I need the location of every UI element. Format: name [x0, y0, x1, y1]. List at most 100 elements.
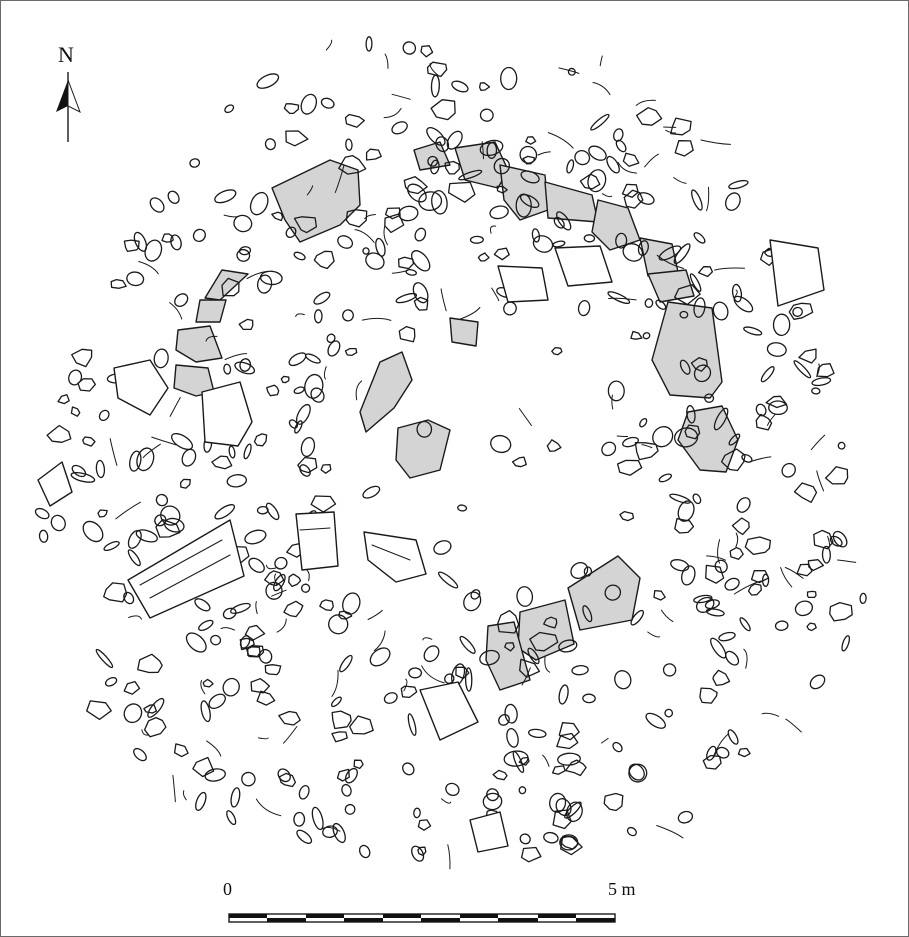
stone-outline	[256, 505, 269, 515]
orthostat-16	[449, 317, 479, 347]
stone-outline	[459, 635, 476, 654]
stone-outline	[344, 347, 358, 357]
stone-outline	[637, 192, 655, 205]
stone-edge	[491, 287, 500, 302]
stone-outline	[724, 577, 740, 591]
stone-edge	[115, 501, 141, 520]
stone-outline	[464, 667, 473, 692]
stone-outline	[520, 170, 540, 184]
stone-outline	[296, 829, 313, 844]
stone-outline	[684, 424, 701, 440]
stone-outline	[571, 665, 589, 676]
stone-outline	[704, 393, 715, 403]
stone-outline	[344, 803, 356, 815]
stone-outline	[705, 608, 725, 617]
slab-1	[127, 519, 245, 619]
stone-edge	[601, 193, 613, 198]
stone-outline	[342, 592, 361, 615]
stone-outline	[693, 297, 706, 318]
stone-outline	[123, 239, 140, 253]
stone-edge	[599, 55, 603, 67]
slab-5	[363, 531, 427, 583]
orthostat-group	[173, 141, 739, 691]
stone-outline	[418, 191, 443, 211]
stone-outline	[249, 191, 269, 216]
stone-outline	[582, 693, 596, 704]
stone-outline	[328, 614, 349, 635]
orthostat-13	[195, 299, 227, 323]
stone-outline	[365, 148, 382, 161]
stone-outline	[256, 73, 280, 89]
stone-outline	[300, 583, 311, 593]
slab-2	[113, 359, 169, 416]
stone-outline	[313, 250, 335, 270]
stone-edge	[784, 567, 804, 579]
stone-outline	[528, 728, 547, 739]
stone-outline	[469, 235, 484, 244]
stone-outline	[693, 594, 713, 604]
stone-outline	[565, 759, 587, 777]
stone-outline	[639, 417, 648, 428]
stone-outline	[445, 782, 460, 797]
stone-outline	[731, 283, 743, 303]
orthostat-9	[651, 301, 723, 399]
stone-edge	[611, 394, 614, 410]
stone-outline	[189, 158, 201, 168]
stone-outline	[658, 473, 672, 483]
stone-outline	[426, 61, 448, 78]
stone-outline	[244, 529, 267, 545]
stone-edge	[220, 627, 235, 631]
stone-edge	[128, 615, 142, 620]
stone-edge	[384, 53, 389, 69]
stone-outline	[761, 573, 770, 587]
stone-outline	[515, 193, 532, 218]
stone-outline	[149, 197, 165, 213]
stone-outline	[729, 546, 744, 560]
orthostat-11	[359, 351, 413, 433]
stone-edge	[837, 559, 857, 563]
stone-outline	[104, 676, 118, 687]
stone-outline	[604, 584, 622, 601]
stone-outline	[630, 330, 643, 340]
stone-outline	[616, 459, 643, 476]
stone-outline	[690, 357, 708, 372]
stone-outline	[265, 581, 283, 600]
stone-outline	[143, 704, 158, 714]
stone-outline	[437, 571, 459, 589]
stone-outline	[300, 437, 316, 457]
stone-outline	[741, 453, 753, 463]
stone-outline	[811, 387, 821, 395]
stone-outline	[198, 619, 214, 632]
scale-bar	[228, 913, 616, 923]
stone-outline	[179, 478, 191, 489]
stone-outline	[430, 159, 440, 175]
stone-outline	[86, 700, 112, 721]
stone-outline	[560, 835, 583, 856]
stone-outline	[384, 213, 405, 234]
stone-outline	[588, 145, 607, 161]
stone-outline	[362, 247, 370, 255]
orthostat-20	[485, 621, 531, 691]
stone-outline	[816, 363, 835, 378]
stone-outline	[543, 616, 558, 629]
stone-outline	[234, 361, 256, 375]
stone-outline	[384, 207, 401, 220]
stone-outline	[173, 743, 189, 758]
stone-edge	[780, 567, 793, 588]
stone-outline	[813, 529, 834, 550]
stone-outline	[603, 792, 624, 812]
stone-outline	[601, 441, 617, 457]
stone-outline	[126, 271, 145, 287]
stone-outline	[623, 189, 644, 209]
stone-outline	[408, 667, 423, 679]
stone-outline	[511, 456, 527, 468]
stone-edge	[421, 665, 445, 684]
stone-outline	[133, 231, 148, 252]
stone-edge	[656, 825, 684, 839]
stone-outline	[519, 833, 531, 845]
stone-edge	[200, 679, 206, 695]
orthostat-1	[271, 159, 361, 243]
stone-outline	[383, 692, 398, 704]
stone-edge	[224, 353, 248, 360]
stone-outline	[824, 466, 849, 485]
